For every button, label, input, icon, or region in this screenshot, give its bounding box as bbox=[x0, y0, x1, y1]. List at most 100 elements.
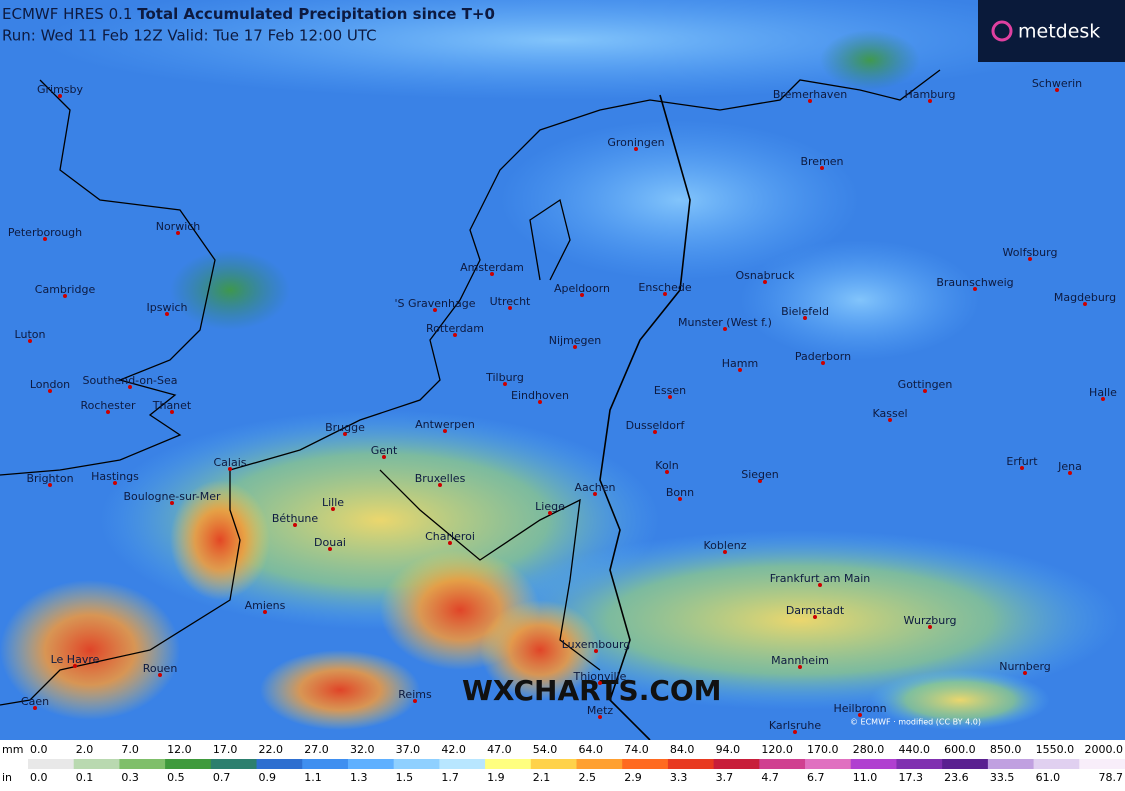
legend-swatch bbox=[256, 759, 303, 769]
city-label: Nijmegen bbox=[549, 334, 602, 347]
city-dot bbox=[573, 345, 577, 349]
legend-swatch bbox=[347, 759, 395, 769]
legend-mm-label: 120.0 bbox=[761, 743, 793, 756]
city-dot bbox=[821, 361, 825, 365]
city-dot bbox=[1101, 397, 1105, 401]
city-dot bbox=[653, 430, 657, 434]
legend-in-label: 1.1 bbox=[304, 771, 322, 784]
legend-mm-label: 600.0 bbox=[944, 743, 976, 756]
city-dot bbox=[738, 368, 742, 372]
city-label: Jena bbox=[1057, 460, 1082, 473]
legend-mm-label: 27.0 bbox=[304, 743, 329, 756]
city-dot bbox=[1028, 257, 1032, 261]
legend-unit: in bbox=[2, 771, 12, 784]
legend-mm-label: 22.0 bbox=[259, 743, 284, 756]
city-dot bbox=[888, 418, 892, 422]
city-dot bbox=[598, 681, 602, 685]
city-label: Essen bbox=[654, 384, 686, 397]
city-dot bbox=[763, 280, 767, 284]
city-label: Cambridge bbox=[35, 283, 96, 296]
city-dot bbox=[28, 339, 32, 343]
city-label: Antwerpen bbox=[415, 418, 475, 431]
legend-mm-label: 0.0 bbox=[30, 743, 48, 756]
city-dot bbox=[48, 389, 52, 393]
city-label: Hastings bbox=[91, 470, 139, 483]
city-label: Bruxelles bbox=[415, 472, 466, 485]
city-label: Aachen bbox=[574, 481, 615, 494]
city-dot bbox=[503, 382, 507, 386]
city-dot bbox=[793, 730, 797, 734]
city-dot bbox=[433, 308, 437, 312]
city-label: Magdeburg bbox=[1054, 291, 1116, 304]
city-dot bbox=[928, 99, 932, 103]
legend-swatch bbox=[759, 759, 806, 769]
city-label: Gent bbox=[371, 444, 398, 457]
legend-in-label: 78.7 bbox=[1099, 771, 1124, 784]
legend-swatch bbox=[485, 759, 532, 769]
city-dot bbox=[813, 615, 817, 619]
city-dot bbox=[580, 293, 584, 297]
title: Total Accumulated Precipitation since T+… bbox=[137, 5, 495, 23]
city-label: Luxembourg bbox=[562, 638, 631, 651]
city-label: Luton bbox=[15, 328, 46, 341]
legend-mm-label: 37.0 bbox=[396, 743, 421, 756]
city-label: Darmstadt bbox=[786, 604, 845, 617]
legend-swatch bbox=[165, 759, 212, 769]
city-dot bbox=[443, 429, 447, 433]
city-dot bbox=[808, 99, 812, 103]
legend-in-label: 0.1 bbox=[76, 771, 94, 784]
city-dot bbox=[668, 395, 672, 399]
city-label: Bielefeld bbox=[781, 305, 829, 318]
city-label: Charleroi bbox=[425, 530, 475, 543]
city-dot bbox=[678, 497, 682, 501]
legend-swatch bbox=[576, 759, 623, 769]
city-dot bbox=[328, 547, 332, 551]
city-label: Le Havre bbox=[51, 653, 100, 666]
city-dot bbox=[928, 625, 932, 629]
city-dot bbox=[923, 389, 927, 393]
city-label: Gottingen bbox=[898, 378, 953, 391]
city-dot bbox=[158, 673, 162, 677]
legend-in-label: 0.5 bbox=[167, 771, 185, 784]
city-dot bbox=[1020, 466, 1024, 470]
city-label: Erfurt bbox=[1006, 455, 1038, 468]
logo-icon bbox=[991, 20, 1013, 42]
credit: © ECMWF · modified (CC BY 4.0) bbox=[850, 718, 981, 727]
legend-mm-label: 7.0 bbox=[121, 743, 138, 756]
legend-mm-label: 54.0 bbox=[533, 743, 558, 756]
city-label: Metz bbox=[587, 704, 614, 717]
city-label: Reims bbox=[398, 688, 432, 701]
header-title: ECMWF HRES 0.1 Total Accumulated Precipi… bbox=[2, 5, 495, 23]
legend-swatch bbox=[302, 759, 349, 769]
legend-in-label: 3.3 bbox=[670, 771, 688, 784]
legend-swatch bbox=[667, 759, 715, 769]
legend-mm-label: 12.0 bbox=[167, 743, 192, 756]
city-label: Hamburg bbox=[905, 88, 956, 101]
city-dot bbox=[176, 231, 180, 235]
city-label: Southend-on-Sea bbox=[82, 374, 177, 387]
city-label: Ipswich bbox=[146, 301, 187, 314]
city-label: Enschede bbox=[638, 281, 691, 294]
legend-mm-label: 94.0 bbox=[716, 743, 741, 756]
legend-in-label: 17.3 bbox=[898, 771, 923, 784]
run: Run: Wed 11 Feb 12Z Valid: Tue 17 Feb 12… bbox=[2, 27, 377, 45]
city-label: Osnabruck bbox=[736, 269, 796, 282]
city-label: Douai bbox=[314, 536, 346, 549]
city-dot bbox=[228, 467, 232, 471]
legend-mm-label: 2000.0 bbox=[1085, 743, 1124, 756]
legend-in-label: 0.0 bbox=[30, 771, 48, 784]
legend-mm-label: 440.0 bbox=[898, 743, 930, 756]
legend-swatch bbox=[1033, 759, 1080, 769]
city-dot bbox=[803, 316, 807, 320]
city-dot bbox=[538, 400, 542, 404]
city-dot bbox=[382, 455, 386, 459]
city-label: Wolfsburg bbox=[1003, 246, 1058, 259]
legend-in-label: 1.3 bbox=[350, 771, 368, 784]
legend-in-label: 2.9 bbox=[624, 771, 642, 784]
city-label: Peterborough bbox=[8, 226, 82, 239]
legend-in-label: 0.9 bbox=[259, 771, 277, 784]
legend-in-label: 1.5 bbox=[396, 771, 414, 784]
city-label: Paderborn bbox=[795, 350, 851, 363]
legend-swatch bbox=[805, 759, 852, 769]
